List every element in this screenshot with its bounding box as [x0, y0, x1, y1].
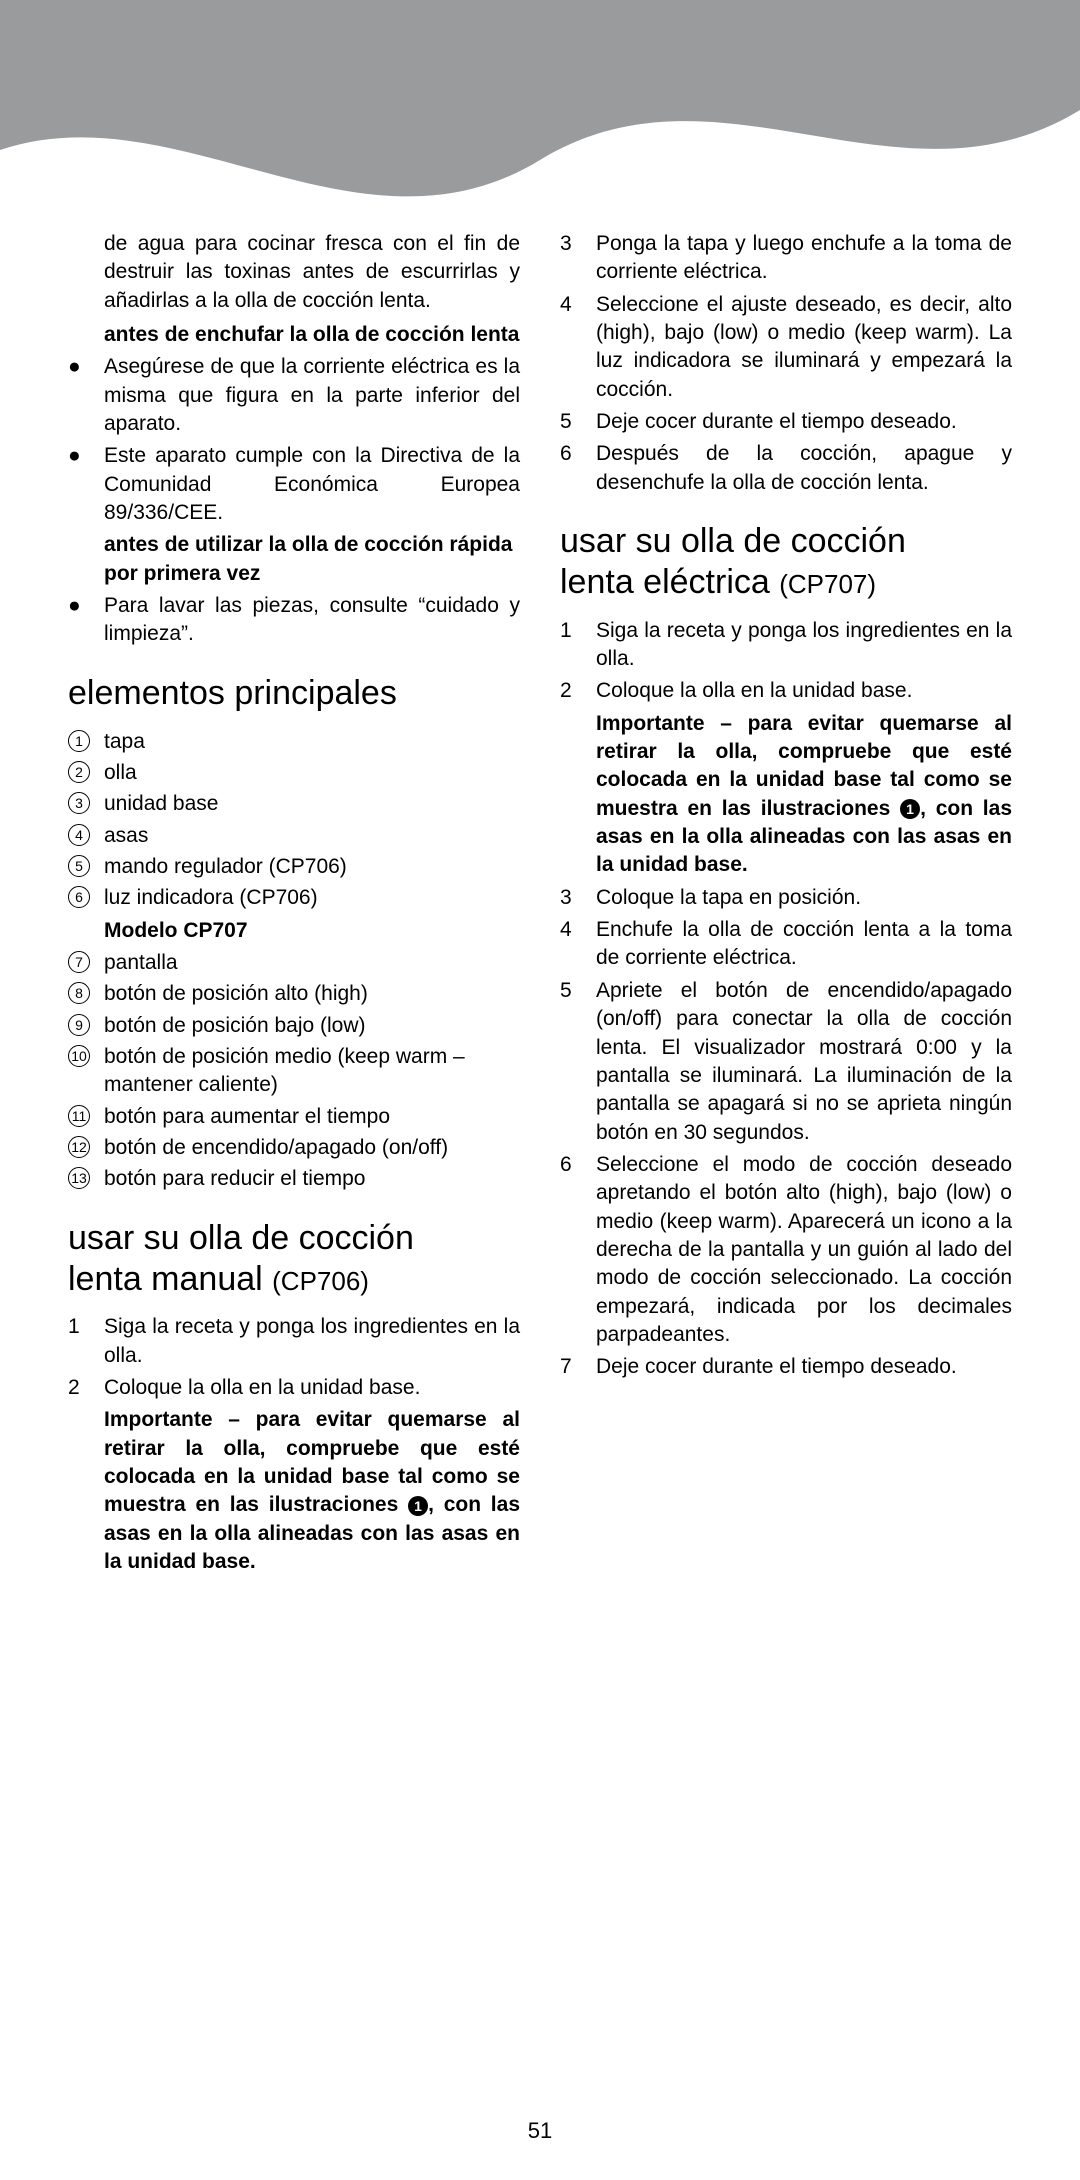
intro-paragraph: de agua para cocinar fresca con el fin d…	[68, 230, 520, 315]
page-number: 51	[0, 2118, 1080, 2144]
heading-electric-cooker: usar su olla de cocción lenta eléctrica …	[560, 521, 1012, 603]
circled-item: 4asas	[68, 822, 520, 850]
important-warning: Importante – para evitar quemarse al ret…	[68, 1406, 520, 1576]
subheading-before-first-use: antes de utilizar la olla de cocción ráp…	[68, 531, 520, 588]
important-warning: Importante – para evitar quemarse al ret…	[560, 710, 1012, 880]
right-column: 3Ponga la tapa y luego enchufe a la toma…	[560, 230, 1012, 1580]
numbered-step: 4Seleccione el ajuste deseado, es decir,…	[560, 291, 1012, 404]
ref-circle-icon: 1	[900, 799, 920, 819]
bullet-item: ●Asegúrese de que la corriente eléctrica…	[68, 353, 520, 438]
ref-circle-icon: 1	[408, 1496, 428, 1516]
bullet-item: ●Para lavar las piezas, consulte “cuidad…	[68, 592, 520, 649]
numbered-step: 7Deje cocer durante el tiempo deseado.	[560, 1353, 1012, 1381]
circled-item: 5mando regulador (CP706)	[68, 853, 520, 881]
numbered-step: 1Siga la receta y ponga los ingredientes…	[68, 1313, 520, 1370]
numbered-step: 6Seleccione el modo de cocción deseado a…	[560, 1151, 1012, 1349]
left-column: de agua para cocinar fresca con el fin d…	[68, 230, 520, 1580]
circled-item: 8botón de posición alto (high)	[68, 980, 520, 1008]
numbered-step: 4Enchufe la olla de cocción lenta a la t…	[560, 916, 1012, 973]
heading-main-elements: elementos principales	[68, 673, 520, 714]
page-content: de agua para cocinar fresca con el fin d…	[0, 230, 1080, 1580]
numbered-step: 3Ponga la tapa y luego enchufe a la toma…	[560, 230, 1012, 287]
circled-item: 9botón de posición bajo (low)	[68, 1012, 520, 1040]
model-label: Modelo CP707	[68, 917, 520, 945]
header-wave	[0, 0, 1080, 230]
numbered-step: 2Coloque la olla en la unidad base.	[560, 677, 1012, 705]
circled-item: 1tapa	[68, 728, 520, 756]
circled-item: 10botón de posición medio (keep warm – m…	[68, 1043, 520, 1100]
circled-item: 2olla	[68, 759, 520, 787]
numbered-step: 5Apriete el botón de encendido/apagado (…	[560, 977, 1012, 1147]
circled-item: 3unidad base	[68, 790, 520, 818]
numbered-step: 3Coloque la tapa en posición.	[560, 884, 1012, 912]
heading-manual-cooker: usar su olla de cocción lenta manual (CP…	[68, 1218, 520, 1300]
numbered-step: 1Siga la receta y ponga los ingredientes…	[560, 617, 1012, 674]
circled-item: 7pantalla	[68, 949, 520, 977]
subheading-before-plug: antes de enchufar la olla de cocción len…	[68, 321, 520, 349]
circled-item: 6luz indicadora (CP706)	[68, 884, 520, 912]
circled-item: 12botón de encendido/apagado (on/off)	[68, 1134, 520, 1162]
numbered-step: 6Después de la cocción, apague y desench…	[560, 440, 1012, 497]
circled-item: 13botón para reducir el tiempo	[68, 1165, 520, 1193]
circled-item: 11botón para aumentar el tiempo	[68, 1103, 520, 1131]
numbered-step: 2Coloque la olla en la unidad base.	[68, 1374, 520, 1402]
numbered-step: 5Deje cocer durante el tiempo deseado.	[560, 408, 1012, 436]
bullet-item: ●Este aparato cumple con la Directiva de…	[68, 442, 520, 527]
